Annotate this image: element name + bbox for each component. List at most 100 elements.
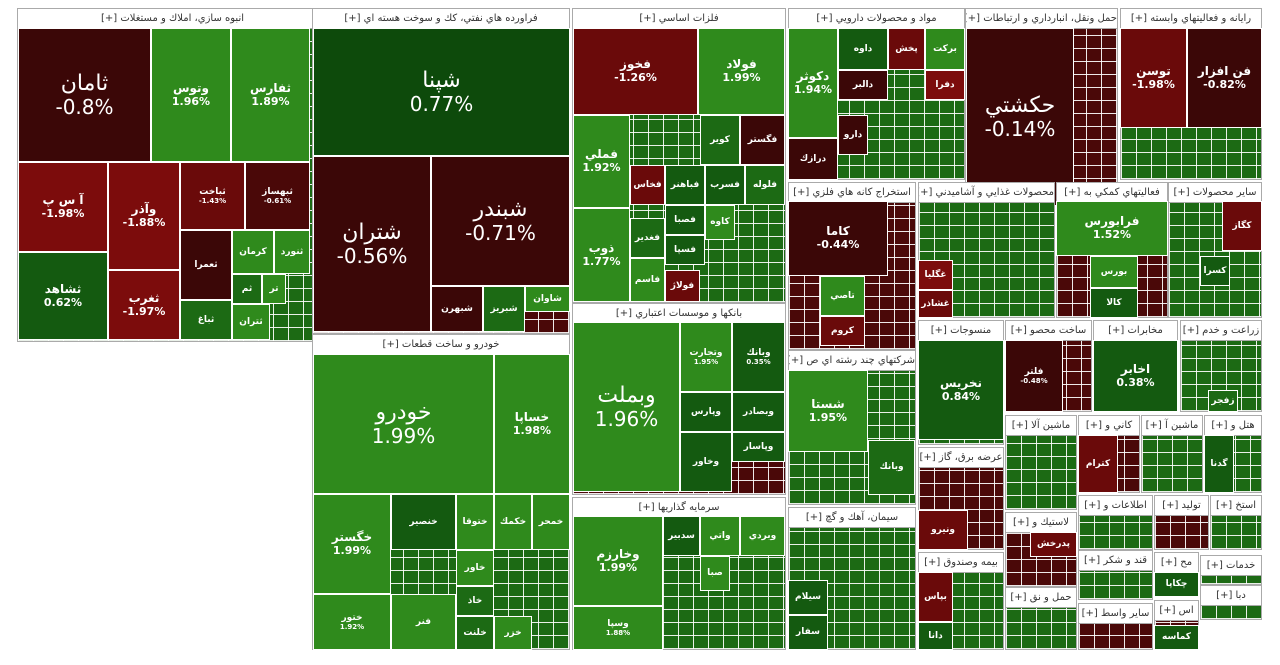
sector-header[interactable]: اس [+] <box>1155 601 1198 621</box>
tile[interactable]: دالبر <box>838 70 888 100</box>
tile[interactable]: فلوله <box>745 165 785 205</box>
tile[interactable]: فخاس <box>630 165 665 205</box>
tile[interactable]: خودرو 1.99% <box>313 354 494 494</box>
sector-header[interactable]: خدمات [+] <box>1201 556 1261 576</box>
tile[interactable]: فولاد 1.99% <box>698 28 785 115</box>
sector-header[interactable]: زراعت و خدم [+] <box>1181 321 1261 341</box>
tile[interactable]: خلنت <box>456 616 494 650</box>
sector-header[interactable]: محصولات غذايي و آشاميدني [+] <box>919 183 1054 203</box>
tile[interactable]: گدنا <box>1204 435 1234 493</box>
tile[interactable]: شتران -0.56% <box>313 156 431 332</box>
sector-header[interactable]: مح [+] <box>1155 553 1198 573</box>
tile[interactable]: وپارس <box>680 392 732 432</box>
tile[interactable]: داوه <box>838 28 888 70</box>
tile[interactable]: شستا 1.95% <box>788 370 868 452</box>
tile[interactable]: كسرا <box>1200 256 1230 286</box>
tile[interactable]: كروم <box>820 316 865 346</box>
tile[interactable]: دارو <box>838 115 868 155</box>
tile[interactable]: خمحر <box>532 494 570 550</box>
tile[interactable]: وتوس 1.96% <box>151 28 231 162</box>
tile[interactable]: فن افزار -0.82% <box>1187 28 1262 128</box>
tile[interactable]: بورس <box>1090 256 1138 288</box>
sector-header[interactable]: منسوجات [+] <box>919 321 1003 341</box>
tile[interactable]: وسپا 1.88% <box>573 606 663 650</box>
tile[interactable]: وخاور <box>680 432 732 492</box>
sector-header[interactable]: فعاليتهاي كمكي به [+] <box>1057 183 1167 203</box>
sector-header[interactable]: اطلاعات و [+] <box>1079 496 1152 516</box>
tile[interactable]: تاصي <box>820 276 865 316</box>
tile[interactable]: كوير <box>700 115 740 165</box>
tile[interactable]: غگليا <box>918 260 953 290</box>
tile[interactable]: وپاسار <box>732 432 785 462</box>
tile[interactable]: چكاپا <box>1154 572 1199 597</box>
tile[interactable]: دفرا <box>925 70 965 100</box>
tile[interactable]: ثفارس 1.89% <box>231 28 310 162</box>
tile[interactable]: فغدير <box>630 218 665 258</box>
tile[interactable]: ثغرب -1.97% <box>108 270 180 340</box>
sector-header[interactable]: فلزات اساسي [+] <box>573 9 785 29</box>
tile[interactable]: ثنورد <box>274 230 310 274</box>
tile[interactable]: خنصير <box>391 494 456 550</box>
tile[interactable]: خكمك <box>494 494 532 550</box>
tile[interactable]: وبانك <box>868 440 915 495</box>
tile[interactable]: سدبير <box>663 516 700 556</box>
tile[interactable]: خساپا 1.98% <box>494 354 570 494</box>
tile[interactable]: فگستر <box>740 115 785 165</box>
tile[interactable]: فخوز -1.26% <box>573 28 698 115</box>
sector-header[interactable]: انبوه سازي، املاك و مستغلات [+] <box>18 9 327 29</box>
sector-header[interactable]: فراورده هاي نفتي، كك و سوخت هسته اي [+] <box>313 9 569 29</box>
tile[interactable]: پخش <box>888 28 925 70</box>
tile[interactable]: خگستر 1.99% <box>313 494 391 594</box>
sector-header[interactable]: ساير محصولات [+] <box>1169 183 1261 203</box>
tile[interactable]: ذوب 1.77% <box>573 208 630 302</box>
tile[interactable]: شبريز <box>483 286 525 332</box>
sector-header[interactable]: كاني و [+] <box>1079 416 1139 436</box>
tile[interactable]: بركت <box>925 28 965 70</box>
tile[interactable]: صبا <box>700 556 730 591</box>
sector-header[interactable]: عرضه برق، گاز [+] <box>919 448 1003 468</box>
tile[interactable]: كرمان <box>232 230 274 274</box>
tile[interactable]: فنر <box>391 594 456 650</box>
tile[interactable]: خاور <box>456 550 494 586</box>
sector-header[interactable]: بانكها و موسسات اعتباري [+] <box>573 304 785 324</box>
tile[interactable]: وبصادر <box>732 392 785 432</box>
tile[interactable]: توسن -1.98% <box>1120 28 1187 128</box>
tile[interactable]: ثباغ <box>180 300 232 340</box>
tile[interactable]: كماسه <box>1154 625 1199 650</box>
tile[interactable]: حكشتي -0.14% <box>966 28 1074 206</box>
tile[interactable]: كاوه <box>705 205 735 240</box>
tile[interactable]: شاوان <box>525 286 570 312</box>
tile[interactable]: كترام <box>1078 435 1118 493</box>
sector-header[interactable]: ساخت محصو [+] <box>1006 321 1091 341</box>
sector-header[interactable]: ساير واسط [+] <box>1079 604 1152 624</box>
tile[interactable]: وتجارت 1.95% <box>680 322 732 392</box>
tile[interactable]: ثم <box>232 274 262 304</box>
sector-header[interactable]: استخ [+] <box>1211 496 1261 516</box>
tile[interactable]: غشاذر <box>918 290 953 318</box>
sector-header[interactable]: حمل و نق [+] <box>1006 588 1076 608</box>
tile[interactable]: نخريس 0.84% <box>918 340 1004 440</box>
sector-header[interactable]: شركتهاي چند رشته اي ص [+] <box>789 351 915 371</box>
sector-header[interactable]: مواد و محصولات دارويي [+] <box>789 9 964 29</box>
tile[interactable]: ثشاهد 0.62% <box>18 252 108 340</box>
tile[interactable]: وآذر -1.88% <box>108 162 180 270</box>
sector-header[interactable]: هتل و [+] <box>1205 416 1261 436</box>
sector-header[interactable]: قند و شكر [+] <box>1079 551 1152 571</box>
sector-header[interactable]: مخابرات [+] <box>1094 321 1177 341</box>
sector-header[interactable]: توليد [+] <box>1155 496 1208 516</box>
sector-header[interactable]: سرمايه گذاريها [+] <box>573 498 785 518</box>
tile[interactable]: خزر <box>494 616 532 650</box>
tile[interactable]: فصبا <box>665 205 705 235</box>
tile[interactable]: فرابورس 1.52% <box>1056 201 1168 256</box>
tile[interactable]: فسرب <box>705 165 745 205</box>
tile[interactable]: شبهرن <box>431 286 483 332</box>
tile[interactable]: آ س پ -1.98% <box>18 162 108 252</box>
tile[interactable]: سيلام <box>788 580 828 615</box>
sector-header[interactable]: سيمان، آهك و گچ [+] <box>789 508 915 528</box>
tile[interactable]: ونيرو <box>918 510 968 550</box>
tile[interactable]: سفار <box>788 615 828 650</box>
tile[interactable]: وبملت 1.96% <box>573 322 680 492</box>
tile[interactable]: وخارزم 1.99% <box>573 516 663 606</box>
tile[interactable]: خاذ <box>456 586 494 616</box>
tile[interactable]: فلتر -0.48% <box>1005 340 1063 412</box>
